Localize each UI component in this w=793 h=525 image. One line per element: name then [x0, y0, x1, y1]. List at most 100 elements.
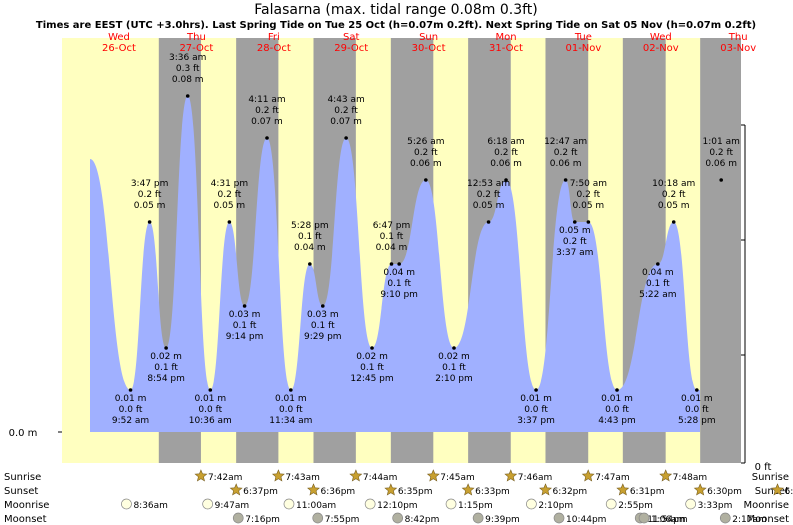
tide-ft-label: 0.1 ft: [154, 363, 178, 373]
tide-marker-high: 4:43 am0.2 ft0.07 m: [327, 95, 365, 140]
row-label-left: Sunrise: [4, 472, 41, 483]
tide-marker-high: 6:47 pm0.1 ft0.04 m: [373, 221, 410, 266]
row-label-right: Moonset: [747, 514, 790, 525]
moonset-icon: [472, 512, 484, 524]
tide-time-label: 5:26 am: [407, 137, 444, 147]
sunset-entry: 6:36pm: [307, 483, 355, 497]
tide-point: [615, 388, 619, 392]
tide-m-label: 0.01 m: [601, 394, 633, 404]
sunset-time: 6:30pm: [707, 487, 742, 497]
tide-ft-label: 0.2 ft: [138, 190, 162, 200]
tide-marker-low: 0.02 m0.1 ft2:10 pm: [435, 346, 473, 384]
sun-star-icon: [349, 469, 363, 482]
tide-ft-label: 0.2 ft: [563, 237, 587, 247]
sun-star-icon: [693, 483, 707, 496]
tide-marker-high: 10:18 am0.2 ft0.05 m: [652, 179, 695, 224]
tide-time-label: 9:14 pm: [226, 332, 264, 342]
left-axis-label: 0.0 m: [9, 428, 38, 439]
moonrise-time: 9:47am: [215, 501, 250, 511]
tide-m-label: 0.05 m: [214, 201, 246, 211]
tide-ft-label: 0.3 ft: [176, 64, 200, 74]
row-label-right: Moonrise: [744, 500, 789, 511]
tide-m-label: 0.05 m: [559, 226, 591, 236]
moonrise-time: 3:33pm: [698, 501, 733, 511]
tide-marker-low: 0.03 m0.1 ft9:29 pm: [304, 304, 342, 342]
tide-marker-low: 0.01 m0.0 ft3:37 pm: [517, 388, 555, 426]
tide-m-label: 0.02 m: [150, 352, 182, 362]
sunrise-entry: 7:43am: [271, 469, 320, 483]
tide-time-label: 12:53 am: [467, 179, 510, 189]
moonset-time: 2:17am: [732, 515, 767, 525]
tide-area: [90, 96, 700, 432]
day-of-week: Sat: [343, 32, 359, 43]
sun-star-icon: [771, 483, 784, 496]
day-of-week: Mon: [495, 32, 516, 43]
sunset-entry: 6:32pm: [539, 483, 587, 497]
sun-star-icon: [616, 483, 630, 496]
tide-m-label: 0.03 m: [229, 310, 261, 320]
tide-time-label: 9:29 pm: [304, 332, 342, 342]
day-date: 31-Oct: [489, 43, 523, 54]
tide-ft-label: 0.1 ft: [311, 321, 335, 331]
moonrise-time: 2:55pm: [618, 501, 653, 511]
tide-m-label: 0.01 m: [681, 394, 713, 404]
tide-time-label: 4:11 am: [248, 95, 285, 105]
day-of-week: Fri: [268, 32, 280, 43]
chart-title: Falasarna (max. tidal range 0.08m 0.3ft): [254, 2, 537, 18]
sun-star-icon: [384, 483, 398, 496]
tide-point: [185, 94, 190, 98]
tide-m-label: 0.07 m: [251, 117, 283, 127]
night-band: [700, 38, 741, 463]
sun-star-icon: [461, 483, 475, 496]
tide-marker-high: 6:18 am0.2 ft0.06 m: [487, 137, 525, 182]
moonset-time: 11:54pm: [647, 515, 687, 525]
moonrise-icon: [685, 498, 697, 510]
moonrise-time: 1:15pm: [458, 501, 493, 511]
sun-star-icon: [539, 483, 552, 496]
tide-ft-label: 0.2 ft: [334, 106, 358, 116]
tide-marker-low: 0.03 m0.1 ft9:14 pm: [226, 304, 264, 342]
tide-ft-label: 0.1 ft: [646, 279, 670, 289]
tide-time-label: 1:01 am: [703, 137, 740, 147]
sun-star-icon: [581, 469, 595, 482]
tide-m-label: 0.04 m: [376, 243, 408, 253]
tide-point: [265, 136, 269, 140]
tide-labels: 0.01 m0.0 ft9:52 am3:47 pm0.2 ft0.05 m0.…: [112, 53, 740, 426]
tide-point: [242, 304, 247, 308]
sunrise-entry: 7:47am: [581, 469, 630, 483]
sun-star-icon: [307, 483, 320, 496]
day-of-week: Wed: [650, 32, 672, 43]
tide-m-label: 0.01 m: [194, 394, 226, 404]
tide-m-label: 0.04 m: [642, 268, 674, 278]
tide-marker-high: 12:53 am0.2 ft0.05 m: [467, 179, 510, 224]
sunset-entry: 6:35pm: [384, 483, 433, 497]
tide-marker-low: 0.01 m0.0 ft9:52 am: [112, 388, 149, 426]
tide-m-label: 0.07 m: [330, 117, 362, 127]
tide-marker-low: 0.04 m0.1 ft5:22 am: [639, 262, 676, 300]
sun-star-icon: [271, 469, 285, 482]
tide-marker-high: 3:36 am0.3 ft0.08 m: [169, 53, 206, 98]
moonrise-entry: 12:10pm: [364, 498, 418, 511]
tide-ft-label: 0.2 ft: [577, 190, 601, 200]
tide-time-label: 10:36 am: [189, 416, 232, 426]
tide-time-label: 4:43 pm: [598, 416, 636, 426]
tide-point: [656, 262, 660, 266]
sunset-time: 6:36pm: [320, 487, 355, 497]
tide-point: [504, 178, 508, 182]
moonset-icon: [553, 512, 565, 524]
tide-ft-label: 0.2 ft: [218, 190, 242, 200]
tide-time-label: 5:28 pm: [291, 221, 329, 231]
tide-time-label: 8:54 pm: [147, 374, 185, 384]
tide-time-label: 9:10 pm: [380, 290, 418, 300]
tide-marker-high: 7:50 am0.2 ft0.05 m: [570, 179, 607, 224]
tide-time-label: 12:47 am: [544, 137, 587, 147]
sunrise-time: 7:43am: [285, 473, 320, 483]
tide-time-label: 3:37 pm: [517, 416, 555, 426]
tide-marker-high: 4:31 pm0.2 ft0.05 m: [211, 179, 248, 224]
sunset-time: 6:35pm: [398, 487, 433, 497]
